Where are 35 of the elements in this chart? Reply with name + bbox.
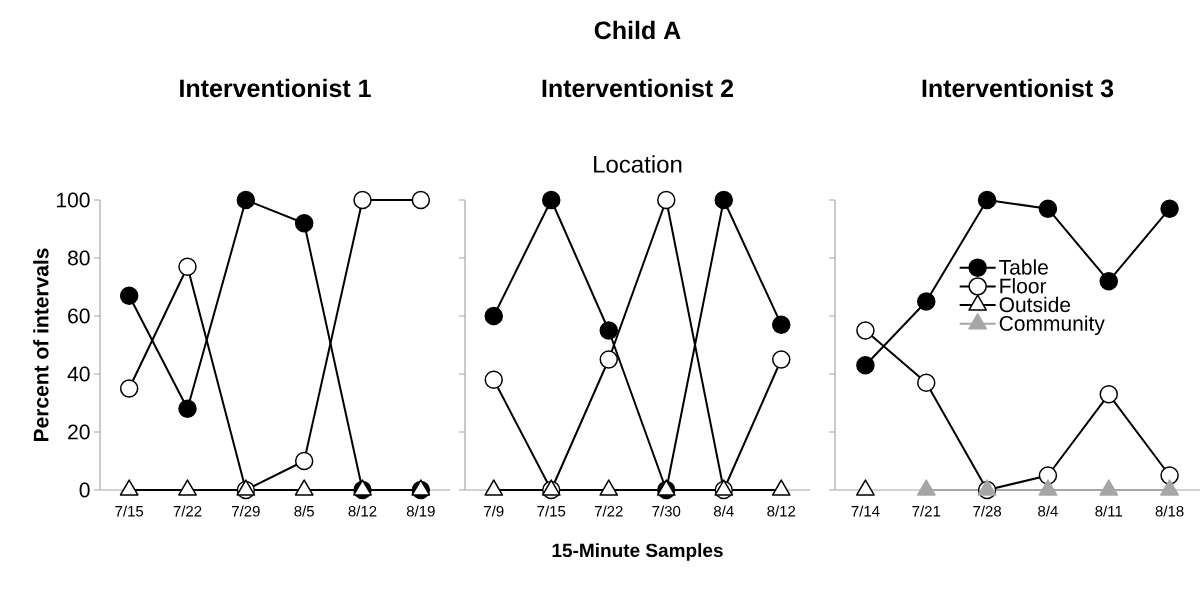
y-tick-label: 60 <box>68 308 90 324</box>
x-tick-label: 7/22 <box>173 505 202 517</box>
x-tick-label: 7/14 <box>851 505 880 517</box>
chart-title: Interventionist 2 <box>542 78 734 98</box>
x-tick-label: 8/4 <box>1038 505 1058 517</box>
x-tick-label: 8/19 <box>406 505 435 517</box>
y-tick-label: 80 <box>68 250 90 266</box>
x-tick-label: 7/15 <box>537 505 566 517</box>
x-tick-label: 7/29 <box>232 505 260 517</box>
legend-label: Community <box>999 315 1105 336</box>
y-tick-label: 0 <box>79 482 90 498</box>
chart-title: Interventionist 3 <box>922 78 1114 98</box>
y-tick-label: 20 <box>68 424 90 440</box>
chart-title: Interventionist 1 <box>180 78 371 98</box>
legend-label: Floor <box>1000 278 1047 294</box>
text: Child A <box>594 20 681 40</box>
y-axis-title: Percent of intervals <box>33 248 49 442</box>
x-tick-label: 7/30 <box>652 505 681 517</box>
x-tick-label: 7/15 <box>115 505 144 517</box>
x-tick-label: 8/12 <box>767 505 796 517</box>
legend-label: Table <box>999 259 1048 275</box>
x-tick-label: 8/5 <box>294 505 314 517</box>
y-tick-label: 100 <box>57 192 90 208</box>
x-axis-title: 15-Minute Samples <box>552 543 723 561</box>
x-tick-label: 7/9 <box>484 505 504 517</box>
x-tick-label: 8/11 <box>1095 505 1123 517</box>
x-tick-label: 8/4 <box>713 505 734 517</box>
x-tick-label: 8/18 <box>1155 505 1184 517</box>
chart-subtitle: Location <box>594 155 682 173</box>
x-tick-label: 7/28 <box>973 505 1002 517</box>
y-tick-label: 40 <box>67 366 90 382</box>
x-tick-label: 7/21 <box>912 505 941 517</box>
legend-label: Outside <box>999 296 1071 313</box>
x-tick-label: 7/22 <box>594 505 623 517</box>
x-tick-label: 8/12 <box>348 505 377 517</box>
